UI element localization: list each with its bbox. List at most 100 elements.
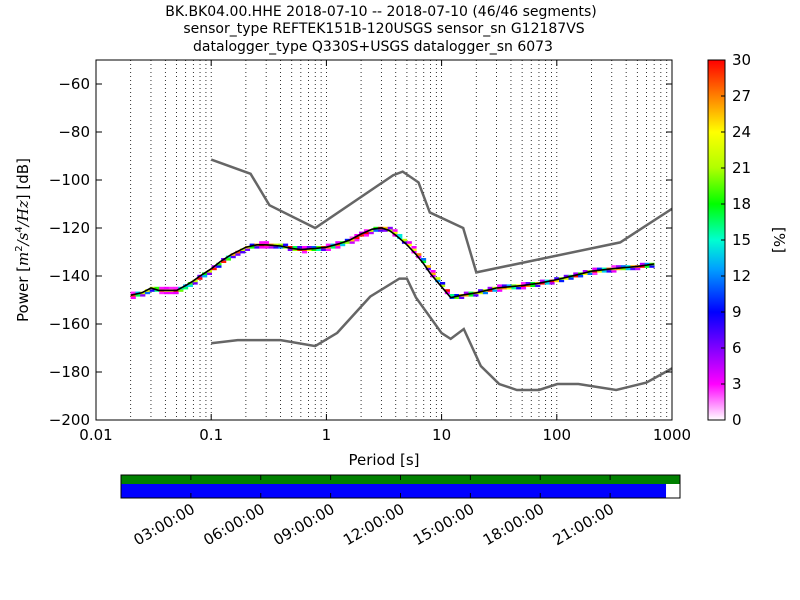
x-axis-ticks: 0.01 0.1 1 10 100 1000 <box>79 60 691 444</box>
colorbar-tick-label: 0 <box>732 411 742 429</box>
colorbar-tick-label: 30 <box>732 51 751 69</box>
psd-cell <box>401 238 408 242</box>
psd-cell <box>216 265 222 268</box>
colorbar-tick-label: 21 <box>732 159 751 177</box>
psd-cell <box>449 294 455 297</box>
psd-cell <box>463 291 469 295</box>
psd-cell <box>520 286 527 290</box>
psd-cell <box>511 286 517 290</box>
psd-cell <box>211 267 217 271</box>
plot-frame <box>95 59 673 421</box>
psd-cell <box>335 241 341 244</box>
psd-cell <box>163 286 170 290</box>
x-tick-label: 1 <box>322 426 332 444</box>
psd-cell <box>249 243 255 247</box>
psd-cell <box>573 274 579 278</box>
psd-cell <box>644 262 650 266</box>
psd-cell <box>387 226 393 230</box>
noise-model-nlnm <box>211 277 672 392</box>
psd-cell <box>430 272 436 275</box>
psd-cell <box>344 241 350 244</box>
psd-cell <box>216 262 222 266</box>
psd-cell <box>644 265 650 268</box>
y-tick-label: −160 <box>49 315 90 333</box>
psd-cell <box>530 284 536 287</box>
plot-area: 0.01 0.1 1 10 100 1000 −200 −180 −160 −140 −120 −1… <box>14 59 691 469</box>
psd-cell <box>192 282 198 285</box>
psd-cell <box>635 267 641 271</box>
noise-models <box>210 158 672 392</box>
x-tick-label: 1000 <box>653 426 691 444</box>
psd-cell <box>420 260 427 263</box>
psd-cell <box>273 246 279 249</box>
psd-cell <box>620 267 627 271</box>
x-tick-label: 100 <box>542 426 571 444</box>
psd-cell <box>301 250 308 254</box>
psd-cell <box>349 236 355 239</box>
psd-cell <box>306 248 312 251</box>
psd-cell <box>382 226 389 230</box>
psd-cell <box>173 291 179 295</box>
psd-cell <box>363 234 370 237</box>
psd-cell <box>592 267 598 271</box>
psd-cell <box>221 260 227 263</box>
psd-cell <box>506 284 512 287</box>
psd-cell <box>573 272 579 275</box>
psd-cell <box>420 258 427 261</box>
psd-cell <box>130 291 136 295</box>
psd-cell <box>187 284 193 287</box>
psd-cell <box>482 291 488 295</box>
psd-cell <box>473 294 479 297</box>
colorbar-tick-label: 15 <box>732 231 751 249</box>
psd-cell <box>587 272 593 275</box>
y-tick-label: −180 <box>49 363 90 381</box>
psd-cell <box>140 294 146 297</box>
psd-cell <box>616 265 622 268</box>
psd-cell <box>539 279 546 283</box>
psd-cell <box>301 246 308 249</box>
psd-cell <box>440 284 446 287</box>
psd-cell <box>392 229 398 232</box>
psd-cell <box>259 241 265 244</box>
psd-cell <box>468 294 474 297</box>
chart-title: BK.BK04.00.HHE 2018-07-10 -- 2018-07-10 … <box>165 4 597 55</box>
psd-cell <box>411 246 417 249</box>
psd-cell <box>535 284 541 287</box>
colorbar: 0 3 6 9 12 15 18 21 24 27 30 [%] <box>707 51 788 429</box>
psd-density-cells <box>130 226 655 299</box>
psd-cell <box>197 277 203 280</box>
psd-cell <box>397 234 403 237</box>
y-tick-label: −120 <box>49 219 90 237</box>
mean-psd-line <box>130 227 655 299</box>
x-axis-label: Period [s] <box>348 451 419 469</box>
x-tick-label: 0.01 <box>79 426 112 444</box>
psd-cell <box>459 296 465 299</box>
psd-cell <box>135 294 141 297</box>
psd-cell <box>425 265 431 268</box>
psd-cell <box>363 229 370 232</box>
psd-cell <box>497 284 503 287</box>
psd-cell <box>316 248 322 251</box>
psd-cell <box>144 291 151 295</box>
psd-cell <box>202 274 208 278</box>
y-tick-label: −100 <box>49 171 90 189</box>
psd-cell <box>311 248 317 251</box>
psd-cell <box>235 250 241 254</box>
psd-cell <box>268 246 274 249</box>
psd-cell <box>254 246 260 249</box>
psd-cell <box>454 296 460 299</box>
psd-cell <box>259 246 265 249</box>
psd-cell <box>130 296 136 299</box>
psd-cell <box>544 282 550 285</box>
psd-cell <box>516 286 522 290</box>
psd-cell <box>639 262 646 266</box>
colorbar-label: [%] <box>770 227 788 253</box>
psd-cell <box>206 270 212 273</box>
psd-cell <box>578 274 584 278</box>
psd-cell <box>163 291 170 295</box>
psd-cell <box>368 231 374 235</box>
psd-cell <box>354 236 360 239</box>
psd-cell <box>630 267 636 271</box>
psd-cell <box>340 243 346 247</box>
psd-cell <box>430 270 436 273</box>
